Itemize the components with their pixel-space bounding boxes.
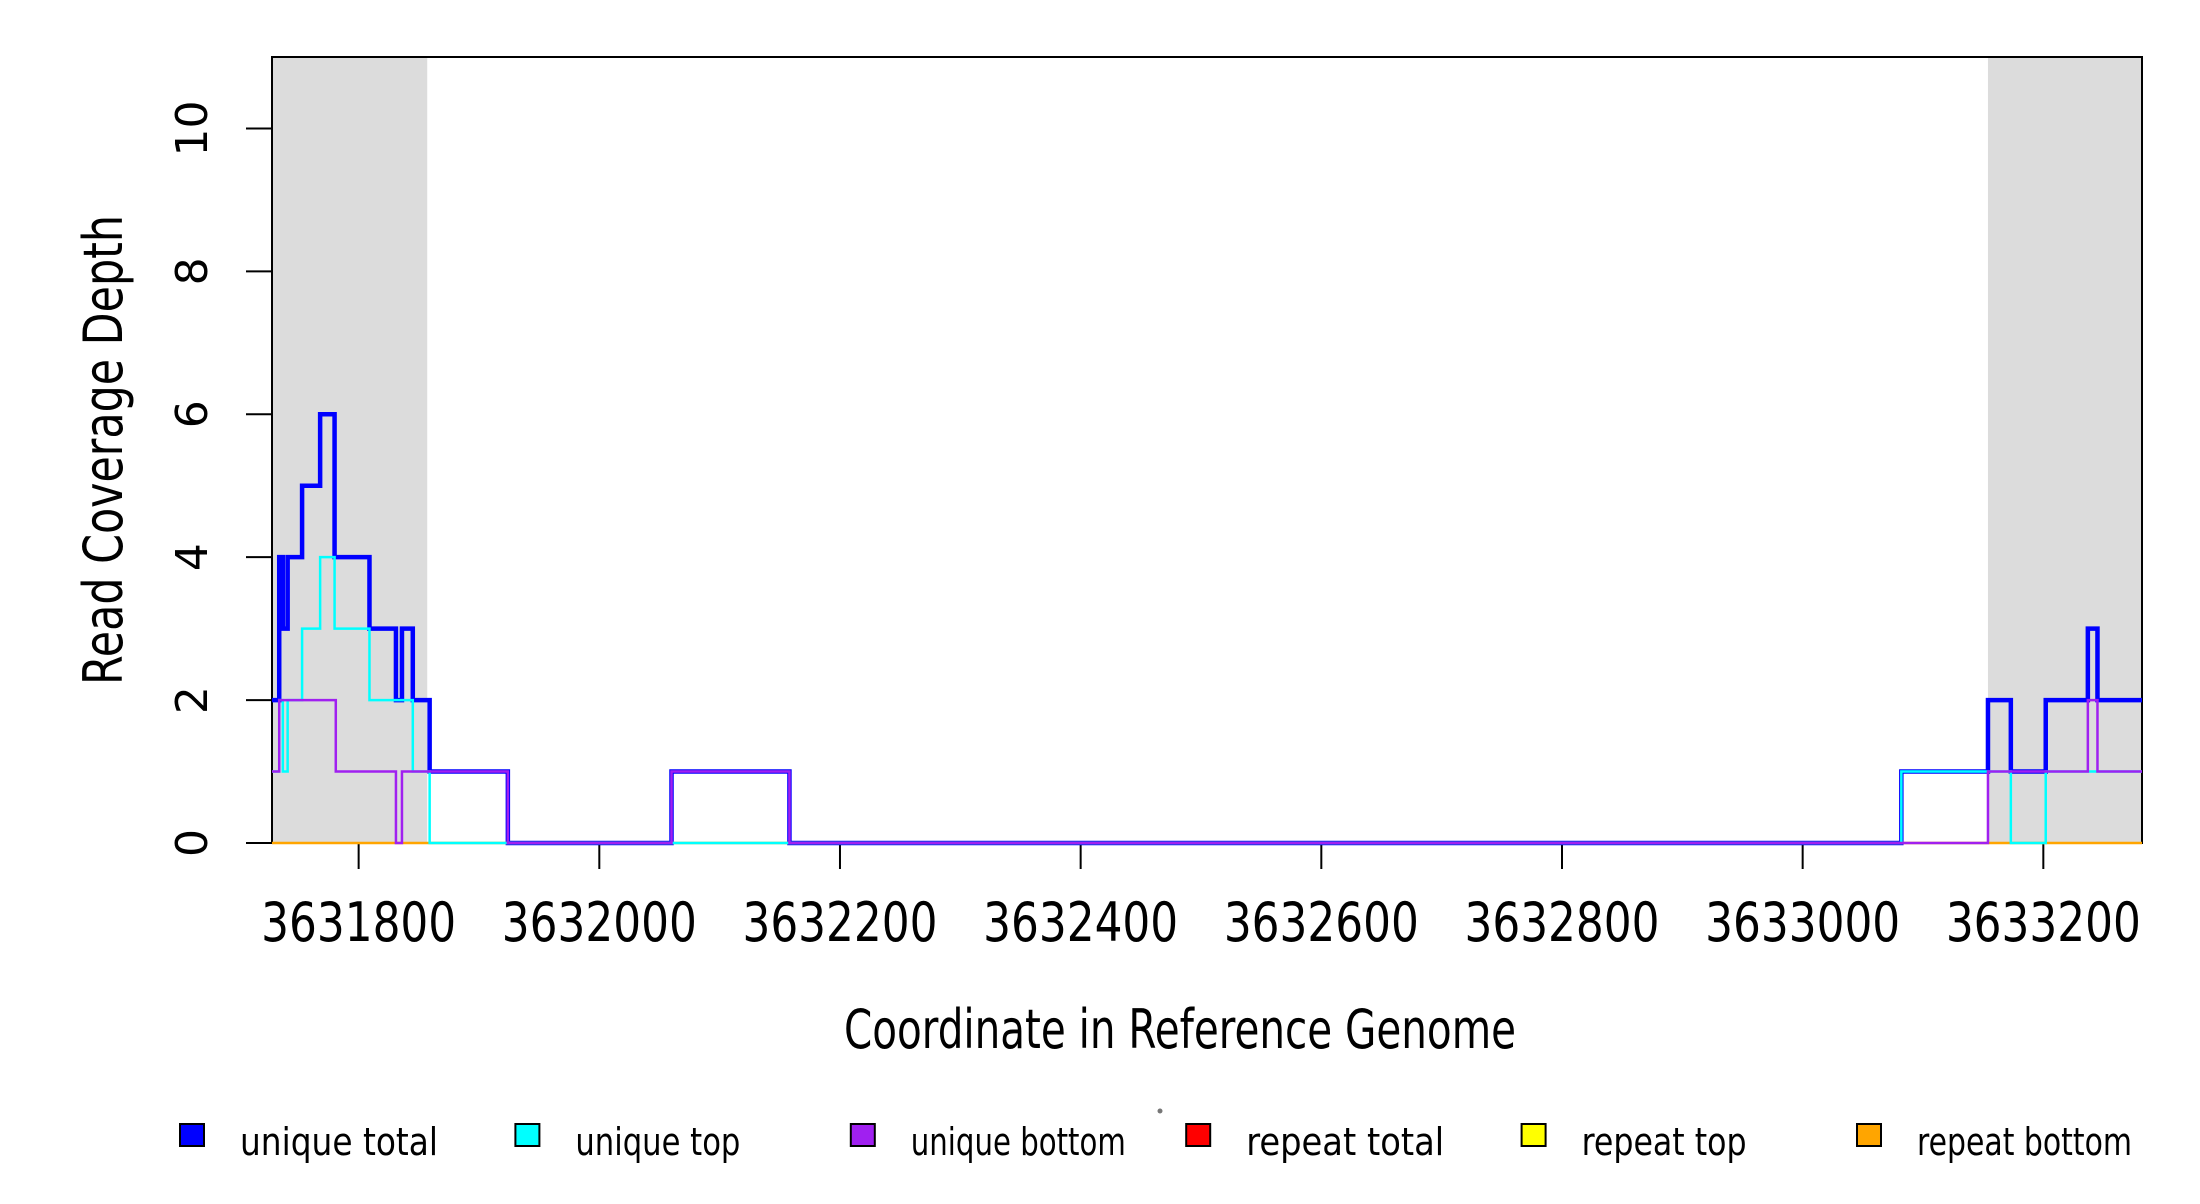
x-tick-label: 3633200 bbox=[1946, 891, 2141, 954]
shaded-region bbox=[1987, 57, 2142, 843]
y-tick-label: 8 bbox=[167, 257, 218, 285]
series-lines bbox=[272, 412, 2142, 846]
y-axis: 0 2 4 6 8 10 bbox=[167, 100, 272, 857]
y-axis-title: Read Coverage Depth bbox=[72, 215, 135, 685]
legend-swatch-unique-total bbox=[179, 1123, 205, 1147]
shaded-regions bbox=[272, 57, 2142, 843]
series-line-unique-total bbox=[272, 412, 2142, 846]
legend-swatch-repeat-total bbox=[1185, 1123, 1212, 1147]
shaded-region bbox=[272, 57, 428, 843]
y-tick-label: 0 bbox=[167, 829, 218, 857]
legend-artifact-dot bbox=[1157, 1108, 1163, 1114]
legend-swatch-repeat-bottom bbox=[1856, 1123, 1882, 1147]
y-tick-label: 10 bbox=[167, 100, 218, 156]
legend-label-repeat-total: repeat total bbox=[1246, 1120, 1444, 1164]
x-tick-label: 3632800 bbox=[1464, 891, 1659, 954]
y-tick-label: 4 bbox=[167, 543, 218, 571]
legend-swatch-unique-bottom bbox=[849, 1123, 876, 1147]
x-axis-title: Coordinate in Reference Genome bbox=[844, 998, 1516, 1061]
legend: unique total unique top unique bottom repea… bbox=[179, 1120, 2132, 1164]
x-tick-label: 3632000 bbox=[502, 891, 697, 954]
x-tick-label: 3631800 bbox=[261, 891, 456, 954]
x-axis: 3631800 3632000 3632200 3632400 3632600 36328… bbox=[261, 843, 2141, 954]
x-tick-label: 3632600 bbox=[1224, 891, 1419, 954]
plot-box bbox=[271, 56, 2143, 844]
y-tick-label: 2 bbox=[167, 686, 218, 714]
x-tick-label: 3632400 bbox=[983, 891, 1178, 954]
series-line-unique-bottom bbox=[272, 698, 2142, 845]
legend-label-unique-top: unique top bbox=[575, 1120, 740, 1164]
legend-label-repeat-bottom: repeat bottom bbox=[1917, 1120, 2132, 1164]
series-line-unique-top bbox=[272, 555, 2142, 845]
legend-swatch-repeat-top bbox=[1520, 1123, 1547, 1147]
legend-label-unique-bottom: unique bottom bbox=[911, 1120, 1126, 1164]
y-tick-label: 6 bbox=[167, 400, 218, 428]
plot-border bbox=[271, 56, 2143, 844]
legend-swatch-unique-top bbox=[514, 1123, 541, 1147]
x-tick-label: 3632200 bbox=[742, 891, 937, 954]
legend-label-repeat-top: repeat top bbox=[1582, 1120, 1747, 1164]
legend-label-unique-total: unique total bbox=[240, 1120, 438, 1164]
x-tick-label: 3633000 bbox=[1705, 891, 1900, 954]
